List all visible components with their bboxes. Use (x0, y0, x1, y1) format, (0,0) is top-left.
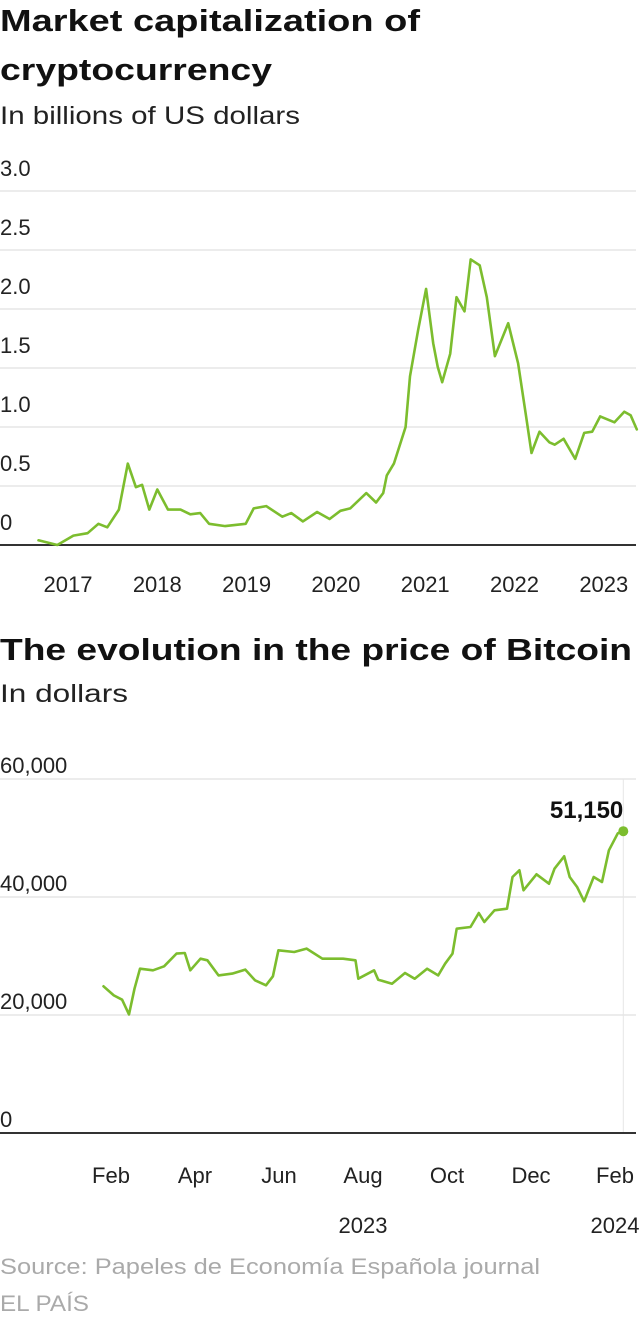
chart1-y-tick-label: 0 (0, 510, 12, 535)
chart2-x-tick-label: Feb (92, 1163, 130, 1188)
chart1-x-tick-label: 2022 (490, 572, 539, 597)
chart2-series-line (102, 829, 625, 1016)
chart2-end-value-label: 51,150 (550, 797, 623, 824)
chart1-y-tick-label: 0.5 (0, 451, 31, 476)
chart2-title: The evolution in the price of Bitcoin (0, 632, 632, 667)
chart2-x-tick-label: Dec (511, 1163, 550, 1188)
chart1-title-line2: cryptocurrency (0, 52, 273, 87)
chart2-gridlines (0, 778, 636, 1134)
chart2-x-tick-label: Apr (178, 1163, 212, 1188)
chart1-y-tick-label: 1.0 (0, 392, 31, 417)
chart1-x-axis: 2017 2018 2019 2020 2021 2022 2023 (44, 572, 629, 597)
chart2-x-tick-label: Aug (343, 1163, 382, 1188)
chart1-x-tick-label: 2018 (133, 572, 182, 597)
chart2-year-label: 2024 (591, 1213, 640, 1238)
chart2-y-tick-label: 40,000 (0, 871, 67, 896)
chart2-x-axis: Feb Apr Jun Aug Oct Dec Feb 2023 2024 (92, 1163, 639, 1238)
chart2-end-point (618, 826, 629, 837)
chart2-y-axis: 0 20,000 40,000 60,000 (0, 753, 67, 1132)
source-note: Source: Papeles de Economía Española jou… (0, 1254, 540, 1279)
chart2-y-tick-label: 0 (0, 1107, 12, 1132)
chart1-gridlines (0, 190, 636, 546)
chart1-x-tick-label: 2021 (401, 572, 450, 597)
chart2-subtitle: In dollars (0, 680, 128, 708)
chart1-subtitle: In billions of US dollars (0, 102, 300, 130)
chart2-y-tick-label: 60,000 (0, 753, 67, 778)
chart1-y-axis: 0 0.5 1.0 1.5 2.0 2.5 3.0 (0, 156, 31, 535)
publisher-credit: EL PAÍS (0, 1291, 89, 1316)
chart2-x-tick-label: Jun (261, 1163, 296, 1188)
chart1-x-tick-label: 2020 (311, 572, 360, 597)
chart2-year-label: 2023 (339, 1213, 388, 1238)
chart1-y-tick-label: 2.5 (0, 215, 31, 240)
chart1-x-tick-label: 2017 (44, 572, 93, 597)
chart1-y-tick-label: 3.0 (0, 156, 31, 181)
chart1-x-tick-label: 2023 (579, 572, 628, 597)
chart1-title-line1: Market capitalization of (0, 3, 421, 38)
chart1-x-tick-label: 2019 (222, 572, 271, 597)
chart1-series-line (37, 258, 639, 547)
chart2-x-tick-label: Feb (596, 1163, 634, 1188)
chart2-x-tick-label: Oct (430, 1163, 464, 1188)
chart1-y-tick-label: 1.5 (0, 333, 31, 358)
chart2-y-tick-label: 20,000 (0, 989, 67, 1014)
chart1-y-tick-label: 2.0 (0, 274, 31, 299)
